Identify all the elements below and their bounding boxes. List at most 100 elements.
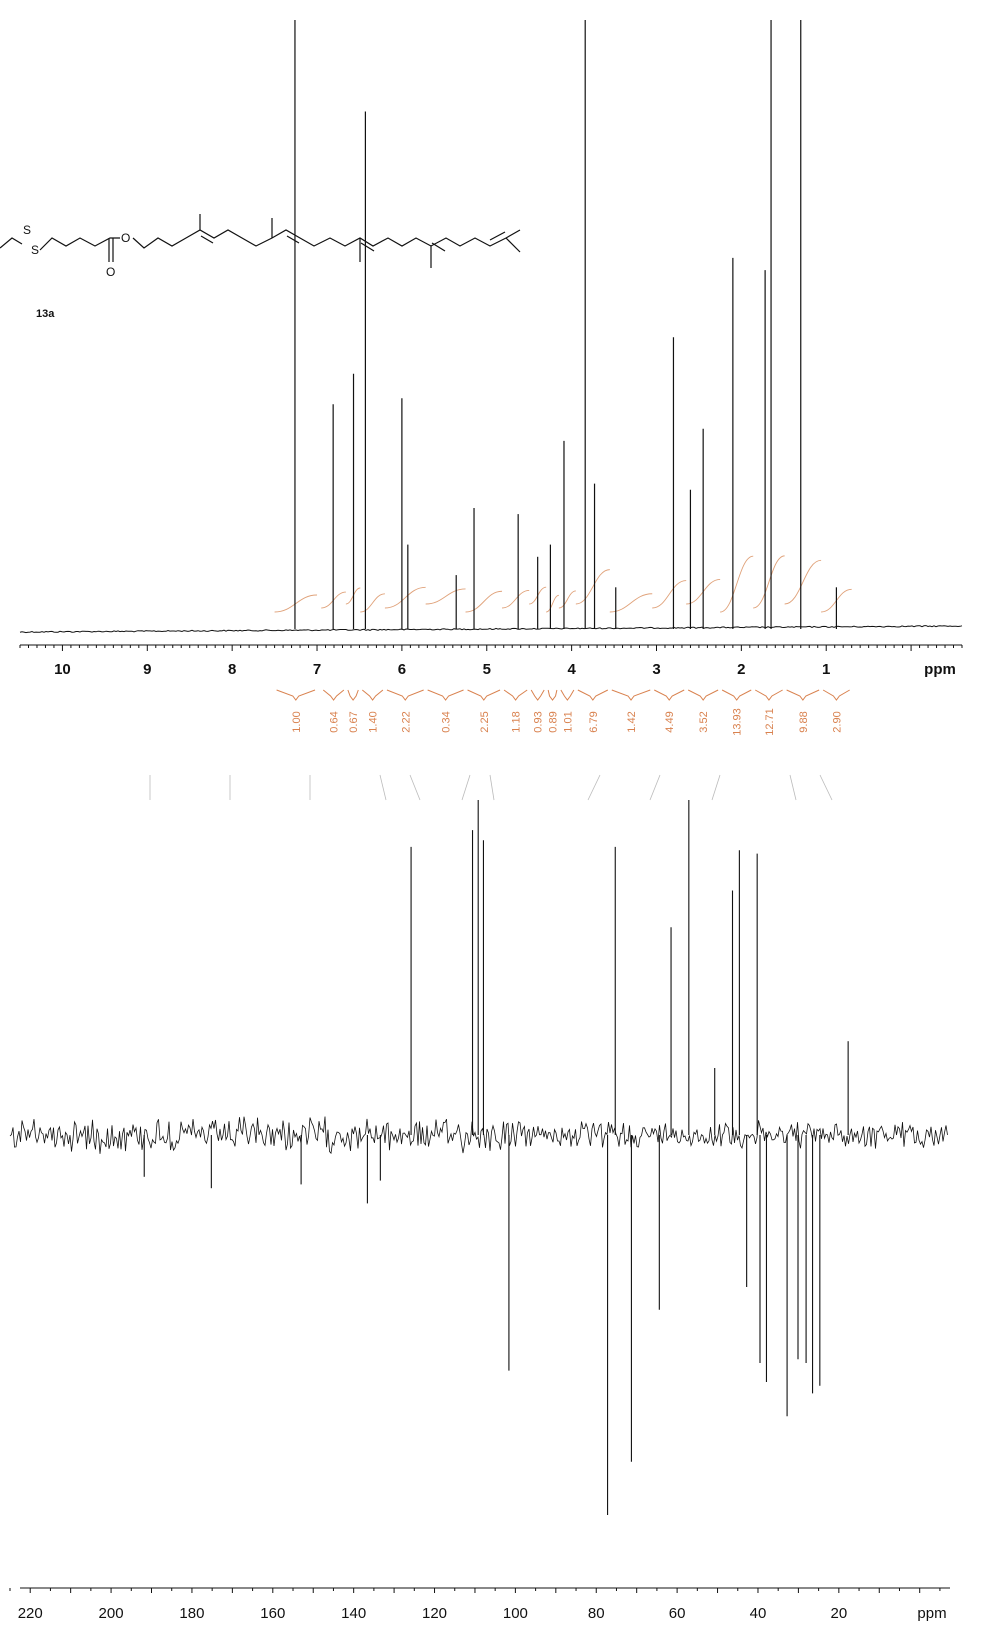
h1-integral-value: 2.22 (400, 711, 412, 732)
h1-integral-value: 0.64 (329, 711, 341, 732)
h1-integral-bracket (547, 689, 558, 701)
atom-label-sulfur: S (23, 223, 31, 237)
c13-tick-label: 220 (18, 1605, 43, 1622)
h1-integral-bracket (822, 689, 850, 701)
h1-tick-label: 10 (54, 661, 71, 678)
h1-integral-value: 12.71 (764, 708, 776, 736)
h1-integral-bracket (560, 689, 575, 701)
h1-integral-bracket (427, 689, 464, 701)
h1-integral-curve (720, 555, 754, 613)
c13-tick-label: 180 (179, 1605, 204, 1622)
h1-integral-value: 3.52 (698, 711, 710, 732)
c13-tick-label: 140 (341, 1605, 366, 1622)
h1-integral-bracket (754, 689, 783, 701)
h1-integral-value: 0.89 (548, 711, 560, 732)
h1-integral-curve (546, 594, 560, 613)
c13-dept-spectrum: 220 200 180 160 140 120 100 80 60 40 20 ppm (9, 774, 950, 1622)
h1-tick-label: 4 (567, 661, 576, 678)
c13-spectrum-trace (9, 1116, 948, 1155)
h1-integral-bracket (687, 689, 719, 701)
compound-13a-structure: S S O O 13a (0, 214, 521, 320)
c13-faint-line (461, 774, 471, 801)
h1-integral-value: 1.18 (511, 711, 523, 732)
h1-integral-bracket (721, 689, 752, 701)
c13-tick-label: 60 (669, 1605, 686, 1622)
structure-double-bond (431, 242, 446, 252)
h1-integral-value: 1.40 (368, 711, 380, 732)
h1-integral-curve (384, 586, 426, 609)
structure-double-bond (286, 235, 300, 244)
c13-tick-label: 20 (830, 1605, 847, 1622)
c13-faint-line (489, 774, 495, 801)
c13-tick-label: 200 (99, 1605, 124, 1622)
c13-faint-header-lines (149, 774, 833, 801)
h1-tick-label: 8 (228, 661, 236, 678)
h1-ppm-axis: 10 9 8 7 6 5 4 3 2 1 ppm (19, 644, 963, 678)
structure-chain (0, 237, 23, 249)
c13-faint-line (819, 774, 833, 801)
c13-faint-line (379, 774, 387, 801)
c13-ppm-axis: 220 200 180 160 140 120 100 80 60 40 20 ppm (9, 1587, 950, 1622)
structure-double-bond (360, 242, 375, 252)
h1-integral-value: 0.34 (441, 711, 453, 732)
h1-integral-value: 6.79 (588, 711, 600, 732)
c13-axis-unit-label: ppm (917, 1605, 946, 1622)
h1-integral-value: 2.25 (479, 711, 491, 732)
c13-tick-label: 160 (260, 1605, 285, 1622)
h1-integral-bracket (276, 689, 316, 701)
h1-tick-label: 5 (483, 661, 491, 678)
h1-integral-curve (652, 580, 687, 609)
h1-integral-curve (425, 588, 466, 605)
h1-integral-value: 0.67 (348, 711, 360, 732)
h1-nmr-spectrum: 10 9 8 7 6 5 4 3 2 1 ppm 1.00 0.64 0.67 1.40 2.22 0.34 2… (19, 20, 963, 736)
h1-integral-curves (274, 555, 852, 613)
c13-faint-line (409, 774, 421, 801)
structure-methyl (505, 237, 521, 253)
h1-integral-value: 9.88 (798, 711, 810, 732)
h1-integral-labels: 1.00 0.64 0.67 1.40 2.22 0.34 2.25 1.18 0.93 0.89… (276, 689, 850, 736)
h1-integral-value: 1.01 (562, 711, 574, 732)
h1-integral-bracket (611, 689, 651, 701)
c13-faint-line (789, 774, 797, 801)
h1-integral-bracket (530, 689, 545, 701)
c13-peaks (143, 800, 849, 1515)
h1-integral-curve (501, 590, 530, 609)
h1-integral-value: 4.49 (664, 711, 676, 732)
h1-integral-bracket (577, 689, 609, 701)
h1-integral-bracket (322, 689, 345, 701)
h1-tick-label: 6 (398, 661, 406, 678)
c13-faint-line (711, 774, 721, 801)
h1-integral-bracket (467, 689, 501, 701)
structure-double-bond (200, 235, 214, 244)
h1-integral-curve (784, 559, 822, 605)
atom-label-oxygen: O (121, 231, 130, 245)
c13-tick-label: 80 (588, 1605, 605, 1622)
h1-integral-curve (558, 590, 576, 609)
h1-integral-value: 2.90 (831, 711, 843, 732)
h1-integral-value: 13.93 (732, 708, 744, 736)
h1-integral-bracket (654, 689, 685, 701)
h1-tick-label: 7 (313, 661, 321, 678)
h1-axis-unit-label: ppm (924, 661, 956, 678)
c13-tick-label: 40 (750, 1605, 767, 1622)
h1-peaks (294, 20, 838, 629)
h1-integral-bracket (386, 689, 424, 701)
h1-spectrum-trace (19, 625, 963, 634)
atom-label-sulfur: S (31, 243, 39, 257)
h1-tick-label: 9 (143, 661, 151, 678)
atom-label-oxygen: O (106, 265, 115, 279)
h1-integral-curve (274, 594, 318, 613)
h1-integral-bracket (361, 689, 384, 701)
h1-integral-value: 0.93 (533, 711, 545, 732)
h1-integral-bracket (347, 689, 359, 701)
h1-integral-curve (609, 593, 653, 613)
h1-tick-label: 2 (737, 661, 745, 678)
h1-integral-curve (360, 593, 385, 613)
h1-integral-value: 1.00 (291, 711, 303, 732)
h1-integral-curve (753, 555, 785, 609)
h1-integral-curve (465, 590, 503, 613)
c13-tick-label: 100 (503, 1605, 528, 1622)
c13-tick-label: 120 (422, 1605, 447, 1622)
structure-chain (132, 229, 521, 249)
